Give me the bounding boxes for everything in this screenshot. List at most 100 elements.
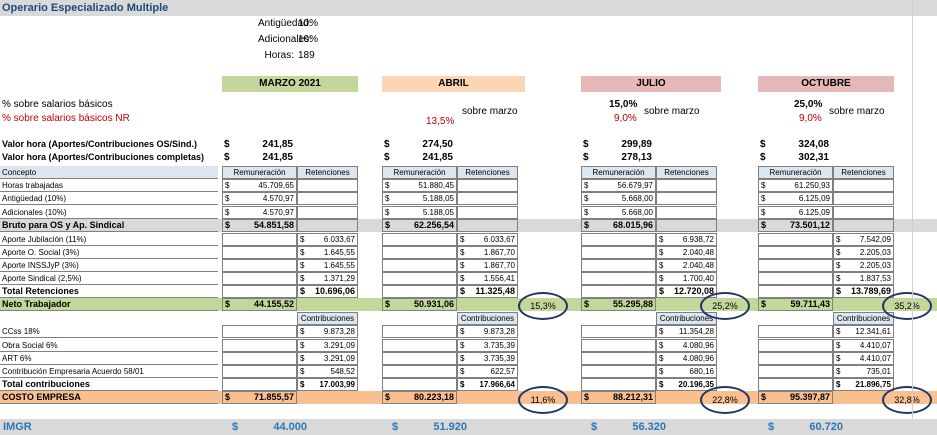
octubre-ret-cell: $2.205,03 <box>833 246 894 259</box>
octubre-costo-pct-oval: 32,8% <box>882 386 932 414</box>
julio-empty-cell <box>581 259 656 272</box>
julio-ret-cell-value: 6.938,72 <box>682 235 714 244</box>
octubre-costo-cell: $95.397,87 <box>758 391 833 404</box>
marzo-rem-cell-value: 4.570,97 <box>262 194 294 203</box>
bruto-label: Bruto para OS y Ap. Sindical <box>0 219 218 232</box>
octubre-neto-cell-value: 59.711,43 <box>790 299 830 309</box>
currency-sign: $ <box>836 354 841 363</box>
octubre-rem-cell: $6.125,09 <box>758 192 833 205</box>
julio-empty-cell <box>581 365 656 378</box>
octubre-empty-cell <box>833 179 894 192</box>
octubre-empty-cell <box>758 352 833 365</box>
abril-ret-cell-value: 1.867,70 <box>483 261 515 270</box>
marzo-empty-cell <box>222 259 297 272</box>
marzo-empty-cell <box>297 206 358 219</box>
marzo-ret-cell-value: 6.033,67 <box>323 235 355 244</box>
julio-ret-cell: $2.040,48 <box>656 246 717 259</box>
julio-header-retenciones: Retenciones <box>656 166 717 179</box>
marzo-ret-cell: $1.371,29 <box>297 272 358 285</box>
currency-sign: $ <box>768 421 775 433</box>
julio-total-ret-cell-value: 12.720,08 <box>673 286 714 296</box>
currency-sign: $ <box>659 354 664 363</box>
currency-sign: $ <box>232 421 239 433</box>
param-horas-label: Horas: <box>264 50 294 61</box>
julio-rem-cell-value: 5.668,00 <box>621 194 653 203</box>
octubre-neto-pct-oval: 35,2% <box>882 292 932 320</box>
marzo-rem-cell-value: 4.570,97 <box>262 208 294 217</box>
pct-basicos-label: % sobre salarios básicos <box>2 99 113 110</box>
valor-hora-label-2: Valor hora (Aportes/Contribuciones compl… <box>2 152 205 162</box>
julio-empty-cell <box>581 272 656 285</box>
abril-ret-cell: $1.556,41 <box>457 272 518 285</box>
currency-sign: $ <box>584 208 589 217</box>
marzo-ret-cell-value: 1.645,55 <box>323 248 355 257</box>
julio-empty-cell <box>581 325 656 338</box>
abril-total-contrib-cell: $17.966,64 <box>457 378 518 391</box>
marzo-contrib-cell: $548,52 <box>297 365 358 378</box>
marzo-total-ret-cell: $10.696,06 <box>297 285 358 298</box>
julio-costo-pct-oval: 22,8% <box>700 386 750 414</box>
param-antiguedad-value: 10% <box>298 18 319 29</box>
abril-contrib-cell: $622,57 <box>457 365 518 378</box>
abril-empty-cell <box>457 219 518 232</box>
currency-sign: $ <box>300 354 305 363</box>
currency-sign: $ <box>583 152 589 163</box>
abril-empty-cell <box>382 352 457 365</box>
julio-empty-cell <box>581 378 656 391</box>
octubre-total-ret-cell: $13.789,69 <box>833 285 894 298</box>
currency-sign: $ <box>384 139 390 150</box>
total-contribuciones-label: Total contribuciones <box>0 378 218 391</box>
currency-sign: $ <box>392 421 399 433</box>
octubre-contrib-cell-value: 12.341,61 <box>855 327 891 336</box>
octubre-ret-cell-value: 7.542,09 <box>859 235 891 244</box>
octubre-ret-cell-value: 1.837,53 <box>859 274 891 283</box>
abril-empty-cell <box>382 365 457 378</box>
currency-sign: $ <box>761 220 767 230</box>
julio-ret-cell: $2.040,48 <box>656 259 717 272</box>
abril-empty-cell <box>382 233 457 246</box>
octubre-neto-cell: $59.711,43 <box>758 298 833 311</box>
julio-header-remuneracion: Remuneración <box>581 166 656 179</box>
julio-ret-cell-value: 2.040,48 <box>682 248 714 257</box>
octubre-header-remuneracion: Remuneración <box>758 166 833 179</box>
marzo-header-contribuciones: Contribuciones <box>297 312 358 325</box>
marzo-empty-cell <box>222 365 297 378</box>
marzo-contrib-cell: $3.291,09 <box>297 339 358 352</box>
marzo-bruto-cell: $54.851,58 <box>222 219 297 232</box>
octubre-contrib-cell-value: 4.410,07 <box>859 341 891 350</box>
marzo-empty-cell <box>222 246 297 259</box>
row-label: CCss 18% <box>0 325 218 338</box>
marzo-ret-cell: $1.645,55 <box>297 259 358 272</box>
octubre-ret-cell: $2.205,03 <box>833 259 894 272</box>
currency-sign: $ <box>385 181 390 190</box>
currency-sign: $ <box>300 261 305 270</box>
gridline-right <box>912 0 913 419</box>
octubre-valor-hora-2: 302,31 <box>798 152 829 163</box>
octubre-ret-cell: $7.542,09 <box>833 233 894 246</box>
abril-neto-pct-oval: 15,3% <box>518 292 568 320</box>
currency-sign: $ <box>761 392 767 402</box>
abril-empty-cell <box>457 206 518 219</box>
param-antiguedad-label: Antigüedad: <box>258 18 312 29</box>
abril-total-ret-cell-value: 11.325,48 <box>475 286 515 296</box>
octubre-empty-cell <box>758 285 833 298</box>
marzo-ret-cell-value: 1.645,55 <box>323 261 355 270</box>
currency-sign: $ <box>460 354 465 363</box>
currency-sign: $ <box>225 208 230 217</box>
currency-sign: $ <box>836 286 842 296</box>
julio-contrib-cell-value: 680,16 <box>689 367 714 376</box>
row-label: Contribución Empresaria Acuerdo 58/01 <box>0 365 218 378</box>
abril-ret-cell-value: 6.033,67 <box>483 235 515 244</box>
abril-pct-nr: 13,5% <box>426 116 455 127</box>
abril-contrib-cell-value: 9.873,28 <box>483 327 515 336</box>
abril-contrib-cell: $3.735,39 <box>457 339 518 352</box>
abril-empty-cell <box>382 325 457 338</box>
currency-sign: $ <box>836 327 841 336</box>
julio-ret-cell: $1.700,40 <box>656 272 717 285</box>
currency-sign: $ <box>760 152 766 163</box>
abril-bruto-cell-value: 62.256,54 <box>413 220 454 230</box>
abril-total-ret-cell: $11.325,48 <box>457 285 518 298</box>
julio-contrib-cell-value: 4.080,96 <box>682 341 714 350</box>
marzo-empty-cell <box>222 285 297 298</box>
currency-sign: $ <box>659 261 664 270</box>
